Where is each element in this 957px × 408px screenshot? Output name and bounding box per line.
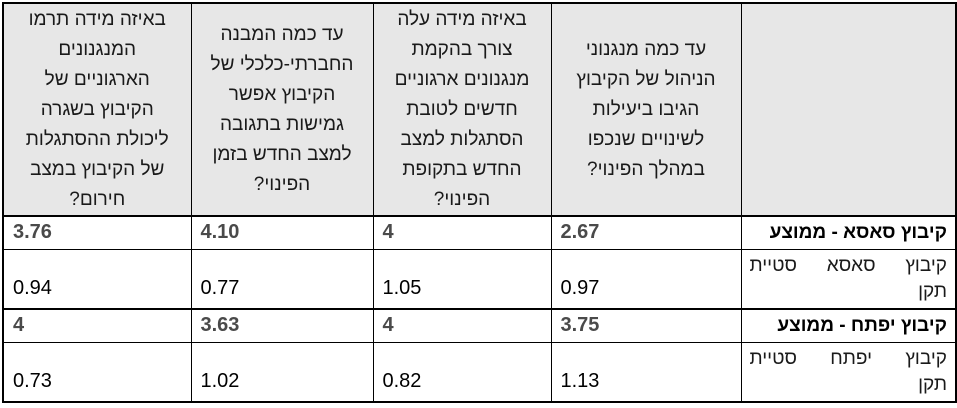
row-label-yiftach-std: קיבוץ יפתח סטיית תקן	[740, 341, 957, 403]
value-cell: 0.94	[2, 248, 192, 310]
value-cell: 0.77	[190, 248, 374, 310]
value-cell: 4.10	[190, 215, 374, 250]
row-label-sasa-std: קיבוץ סאסא סטיית תקן	[740, 248, 957, 310]
column-header-row-label	[740, 2, 957, 217]
table-row-sasa-mean: קיבוץ סאסא - ממוצע 2.67 4 4.10 3.76	[2, 215, 957, 250]
value-cell: 4	[372, 308, 552, 343]
value-cell: 1.13	[550, 341, 742, 403]
value-cell: 4	[2, 308, 192, 343]
column-header-management-efficiency: עד כמה מנגנוני הניהול של הקיבוץ הגיבו בי…	[550, 2, 742, 217]
table-row-sasa-std: קיבוץ סאסא סטיית תקן 0.97 1.05 0.77 0.94	[2, 248, 957, 310]
row-label-sasa-mean: קיבוץ סאסא - ממוצע	[740, 215, 957, 250]
value-cell: 0.97	[550, 248, 742, 310]
row-label-line: תקן	[918, 373, 947, 395]
table-row-yiftach-mean: קיבוץ יפתח - ממוצע 3.75 4 3.63 4	[2, 308, 957, 343]
row-label-line: קיבוץ יפתח סטיית	[749, 347, 948, 369]
value-cell: 4	[372, 215, 552, 250]
column-header-routine-mechanisms-contribution: באיזה מידה תרמו המנגנונים הארגוניים של ה…	[2, 2, 192, 217]
value-cell: 1.05	[372, 248, 552, 310]
value-cell: 0.73	[2, 341, 192, 403]
value-cell: 3.76	[2, 215, 192, 250]
row-label-line: תקן	[918, 280, 947, 302]
value-cell: 1.02	[190, 341, 374, 403]
row-label-line: קיבוץ סאסא סטיית	[749, 254, 948, 276]
column-header-socioeconomic-structure: עד כמה המבנה החברתי-כלכלי של הקיבוץ אפשר…	[190, 2, 374, 217]
table-row-yiftach-std: קיבוץ יפתח סטיית תקן 1.13 0.82 1.02 0.73	[2, 341, 957, 403]
value-cell: 2.67	[550, 215, 742, 250]
column-header-new-mechanisms-need: באיזה מידה עלה צורך בהקמת מנגנונים ארגונ…	[372, 2, 552, 217]
value-cell: 0.82	[372, 341, 552, 403]
row-label-yiftach-mean: קיבוץ יפתח - ממוצע	[740, 308, 957, 343]
value-cell: 3.75	[550, 308, 742, 343]
value-cell: 3.63	[190, 308, 374, 343]
header-row: עד כמה מנגנוני הניהול של הקיבוץ הגיבו בי…	[2, 2, 957, 217]
